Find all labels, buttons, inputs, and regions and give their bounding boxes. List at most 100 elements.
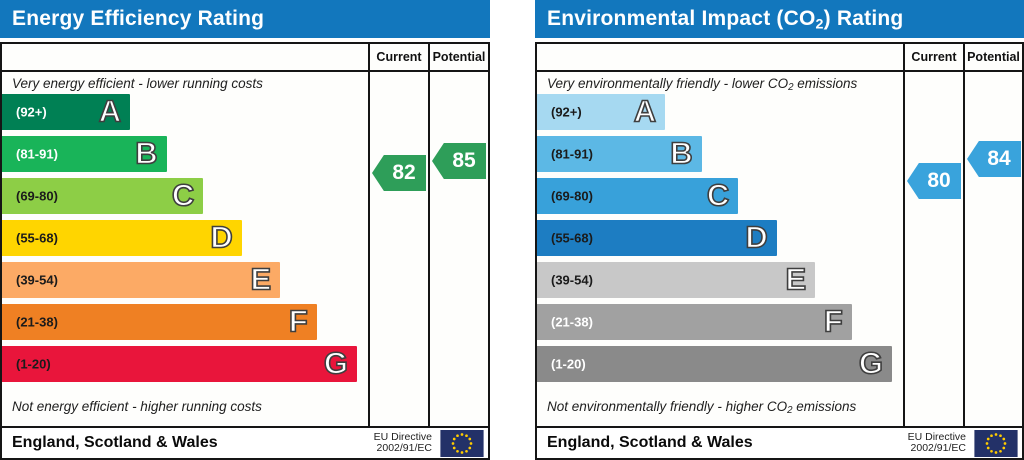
column-divider: [368, 44, 370, 426]
note-text-post: emissions: [793, 76, 858, 91]
bottom-note: Not environmentally friendly - higher CO…: [547, 399, 897, 416]
potential-rating-value: 85: [452, 149, 476, 172]
co2-footer: England, Scotland & Wales EU Directive 2…: [535, 428, 1024, 460]
band-letter: B: [669, 134, 693, 171]
eu-directive-label: EU Directive 2002/91/EC: [907, 430, 966, 455]
note-subscript: 2: [788, 81, 794, 93]
directive-line2: 2002/91/EC: [376, 442, 432, 454]
band-b: (81-91) B: [2, 134, 167, 172]
current-rating-marker: 82: [372, 155, 426, 191]
band-b: (81-91) B: [537, 134, 702, 172]
header-divider: [537, 70, 1022, 72]
band-f: (21-38) F: [537, 302, 852, 340]
energy-footer: England, Scotland & Wales EU Directive 2…: [0, 428, 490, 460]
band-row-d: (55-68) D: [2, 218, 368, 256]
band-range: (81-91): [16, 146, 58, 162]
band-range: (81-91): [551, 146, 593, 162]
eu-flag-icon: [974, 429, 1018, 457]
band-range: (55-68): [551, 230, 593, 246]
co2-rating-table: Current Potential Very environmentally f…: [535, 42, 1024, 428]
current-column-header: Current: [911, 50, 957, 64]
directive-line1: EU Directive: [373, 430, 432, 443]
band-letter: E: [250, 260, 272, 297]
band-range: (92+): [16, 104, 47, 120]
band-row-g: (1-20) G: [2, 344, 368, 382]
band-row-a: (92+) A: [2, 92, 368, 130]
band-range: (39-54): [551, 272, 593, 288]
band-range: (69-80): [551, 188, 593, 204]
band-row-c: (69-80) C: [2, 176, 368, 214]
current-rating-value: 80: [927, 169, 951, 192]
potential-column-header: Potential: [432, 50, 486, 64]
rating-bands: (92+) A (81-91) B (69-80) C: [2, 92, 368, 388]
band-range: (1-20): [551, 356, 586, 372]
title-text: Energy Efficiency Rating: [12, 7, 265, 30]
band-letter: A: [98, 92, 122, 129]
directive-line2: 2002/91/EC: [910, 442, 966, 454]
band-letter: F: [823, 302, 844, 339]
current-column-header: Current: [376, 50, 422, 64]
energy-efficiency-title: Energy Efficiency Rating: [0, 0, 490, 38]
band-d: (55-68) D: [2, 218, 242, 256]
band-row-e: (39-54) E: [2, 260, 368, 298]
band-g: (1-20) G: [2, 344, 358, 382]
band-c: (69-80) C: [537, 176, 739, 214]
potential-column-header: Potential: [967, 50, 1020, 64]
band-range: (92+): [551, 104, 582, 120]
note-text: Very energy efficient - lower running co…: [12, 76, 263, 91]
band-range: (1-20): [16, 356, 51, 372]
eu-flag-icon: [440, 429, 484, 457]
band-row-e: (39-54) E: [537, 260, 903, 298]
note-text: Not environmentally friendly - higher CO: [547, 399, 788, 415]
band-letter: A: [633, 92, 657, 129]
note-subscript: 2: [787, 405, 793, 416]
band-letter: C: [706, 176, 730, 213]
band-letter: B: [134, 134, 158, 171]
band-letter: C: [171, 176, 195, 213]
band-g: (1-20) G: [537, 344, 893, 382]
band-letter: G: [858, 344, 884, 381]
band-range: (21-38): [16, 314, 58, 330]
note-text: Very environmentally friendly - lower CO: [547, 76, 789, 91]
band-row-g: (1-20) G: [537, 344, 903, 382]
band-a: (92+) A: [537, 92, 666, 130]
band-d: (55-68) D: [537, 218, 777, 256]
environmental-impact-title: Environmental Impact (CO2) Rating: [535, 0, 1024, 38]
note-text: Not energy efficient - higher running co…: [12, 399, 262, 415]
band-a: (92+) A: [2, 92, 131, 130]
rating-bands: (92+) A (81-91) B (69-80) C: [537, 92, 903, 388]
band-e: (39-54) E: [537, 260, 816, 298]
region-label: England, Scotland & Wales: [12, 434, 218, 451]
column-divider: [963, 44, 965, 426]
current-rating-marker: 80: [907, 163, 961, 199]
band-letter: G: [323, 344, 349, 381]
band-row-b: (81-91) B: [2, 134, 368, 172]
band-row-a: (92+) A: [537, 92, 903, 130]
band-row-d: (55-68) D: [537, 218, 903, 256]
environmental-impact-panel: Environmental Impact (CO2) Rating Curren…: [535, 0, 1024, 460]
band-range: (55-68): [16, 230, 58, 246]
header-divider: [2, 70, 488, 72]
potential-rating-marker: 85: [432, 143, 486, 179]
band-range: (39-54): [16, 272, 58, 288]
top-note: Very energy efficient - lower running co…: [12, 76, 362, 93]
band-letter: F: [288, 302, 309, 339]
eu-directive-label: EU Directive 2002/91/EC: [373, 430, 432, 455]
top-note: Very environmentally friendly - lower CO…: [547, 76, 897, 93]
note-text-post: emissions: [792, 399, 857, 415]
energy-efficiency-panel: Energy Efficiency Rating Current Potenti…: [0, 0, 490, 460]
band-f: (21-38) F: [2, 302, 317, 340]
band-letter: D: [210, 218, 234, 255]
band-row-b: (81-91) B: [537, 134, 903, 172]
band-range: (69-80): [16, 188, 58, 204]
column-divider: [428, 44, 430, 426]
title-text: Environmental Impact (CO: [547, 7, 816, 30]
band-e: (39-54) E: [2, 260, 281, 298]
band-row-f: (21-38) F: [2, 302, 368, 340]
band-letter: E: [785, 260, 807, 297]
directive-line1: EU Directive: [907, 430, 966, 443]
title-subscript: 2: [815, 16, 824, 33]
column-divider: [903, 44, 905, 426]
energy-rating-table: Current Potential Very energy efficient …: [0, 42, 490, 428]
